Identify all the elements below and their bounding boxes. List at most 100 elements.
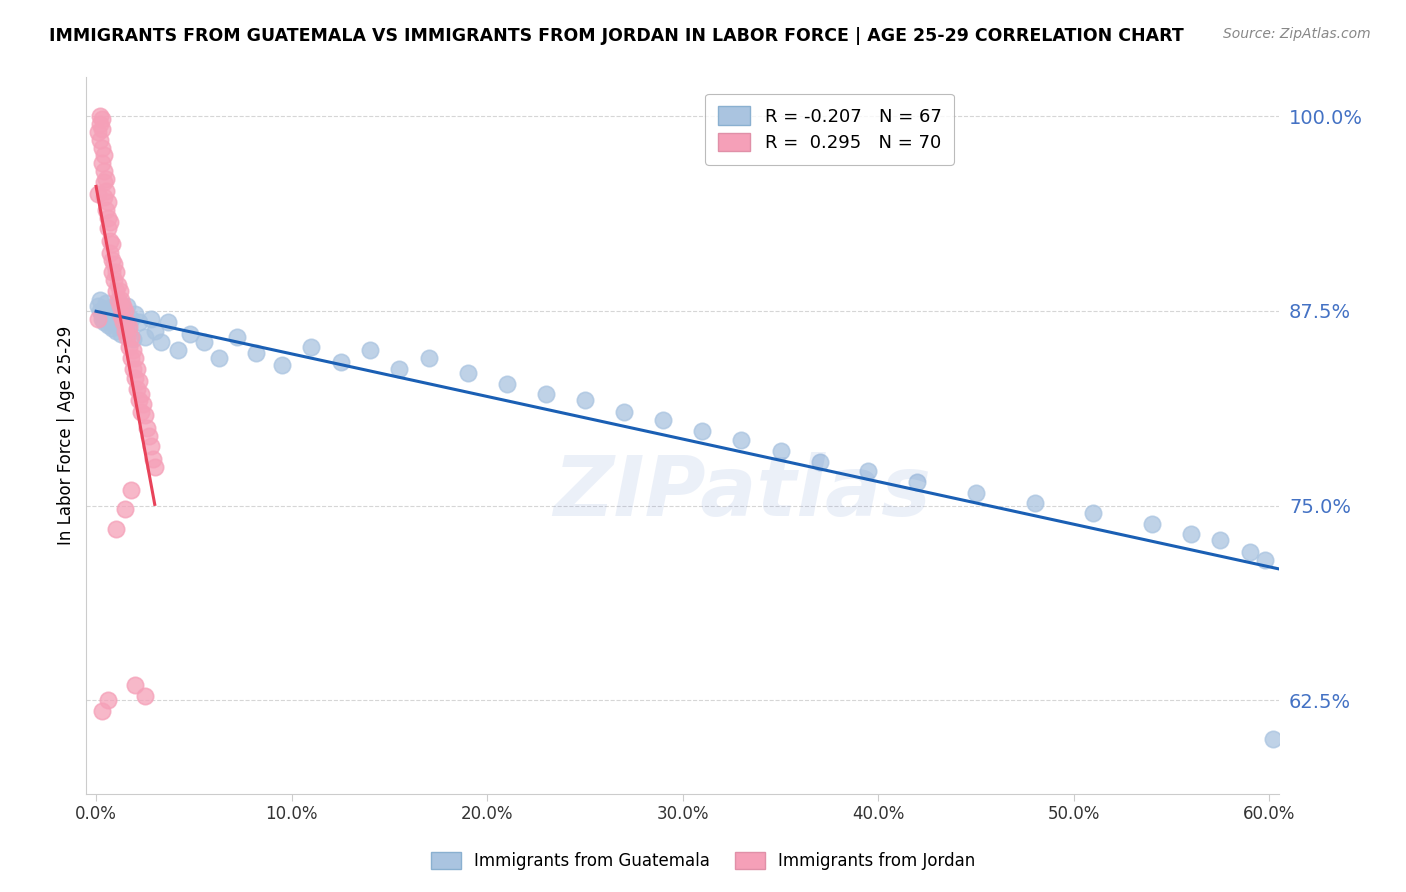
Legend: R = -0.207   N = 67, R =  0.295   N = 70: R = -0.207 N = 67, R = 0.295 N = 70 [704, 94, 955, 165]
Point [139, 311, 162, 326]
Point [208, 351, 231, 365]
Point [100, 237, 122, 252]
Point [134, 409, 156, 423]
Point [107, 293, 129, 307]
Point [135, 421, 157, 435]
Point [127, 382, 149, 396]
Point [270, 359, 292, 373]
Point [98, 215, 121, 229]
Y-axis label: In Labor Force | Age 25-29: In Labor Force | Age 25-29 [58, 326, 75, 545]
Point [112, 299, 135, 313]
Point [179, 327, 201, 342]
Point [495, 377, 517, 392]
Point [1209, 533, 1232, 547]
Point [100, 309, 122, 323]
Point [87, 311, 110, 326]
Point [157, 315, 180, 329]
Point [574, 392, 596, 407]
Point [104, 298, 127, 312]
Point [100, 265, 122, 279]
Point [94, 296, 117, 310]
Point [107, 277, 129, 292]
Point [87, 299, 110, 313]
Point [124, 351, 146, 365]
Point [97, 318, 120, 332]
Point [120, 483, 142, 497]
Point [299, 340, 322, 354]
Text: Source: ZipAtlas.com: Source: ZipAtlas.com [1223, 27, 1371, 41]
Point [138, 428, 160, 442]
Point [114, 324, 136, 338]
Point [94, 202, 117, 217]
Point [965, 486, 987, 500]
Point [120, 351, 142, 365]
Point [1140, 517, 1163, 532]
Point [94, 184, 117, 198]
Point [112, 315, 135, 329]
Point [167, 343, 190, 357]
Point [534, 386, 557, 401]
Point [143, 324, 166, 338]
Point [89, 117, 111, 131]
Point [690, 424, 713, 438]
Point [905, 475, 928, 490]
Point [127, 361, 149, 376]
Point [87, 125, 110, 139]
Point [613, 405, 636, 419]
Point [89, 133, 111, 147]
Point [91, 112, 114, 127]
Point [1180, 526, 1202, 541]
Point [1024, 495, 1046, 509]
Point [120, 311, 142, 326]
Point [132, 397, 155, 411]
Point [122, 361, 145, 376]
Point [193, 335, 215, 350]
Point [858, 464, 880, 478]
Point [89, 109, 111, 123]
Point [118, 340, 141, 354]
Point [100, 252, 122, 267]
Point [118, 319, 141, 334]
Point [143, 459, 166, 474]
Point [108, 299, 131, 313]
Point [91, 156, 114, 170]
Point [94, 310, 117, 325]
Point [103, 273, 125, 287]
Point [652, 413, 675, 427]
Point [388, 361, 411, 376]
Point [128, 315, 150, 329]
Point [103, 257, 125, 271]
Point [98, 301, 121, 315]
Point [98, 246, 121, 260]
Point [110, 293, 132, 307]
Point [91, 704, 114, 718]
Point [97, 693, 120, 707]
Point [225, 330, 247, 344]
Point [100, 321, 122, 335]
Point [122, 332, 145, 346]
Point [128, 374, 150, 388]
Point [87, 187, 110, 202]
Point [118, 324, 141, 338]
Point [129, 405, 152, 419]
Point [418, 351, 440, 365]
Point [91, 311, 114, 326]
Point [245, 346, 267, 360]
Point [808, 455, 831, 469]
Text: IMMIGRANTS FROM GUATEMALA VS IMMIGRANTS FROM JORDAN IN LABOR FORCE | AGE 25-29 C: IMMIGRANTS FROM GUATEMALA VS IMMIGRANTS … [49, 27, 1184, 45]
Point [114, 319, 136, 334]
Point [122, 343, 145, 357]
Point [120, 330, 142, 344]
Point [730, 434, 752, 448]
Point [457, 366, 479, 380]
Point [129, 386, 152, 401]
Point [93, 302, 115, 317]
Point [110, 327, 132, 342]
Point [117, 315, 139, 329]
Point [98, 313, 121, 327]
Point [128, 392, 150, 407]
Point [97, 305, 120, 319]
Point [1239, 545, 1261, 559]
Point [93, 190, 115, 204]
Point [97, 194, 120, 209]
